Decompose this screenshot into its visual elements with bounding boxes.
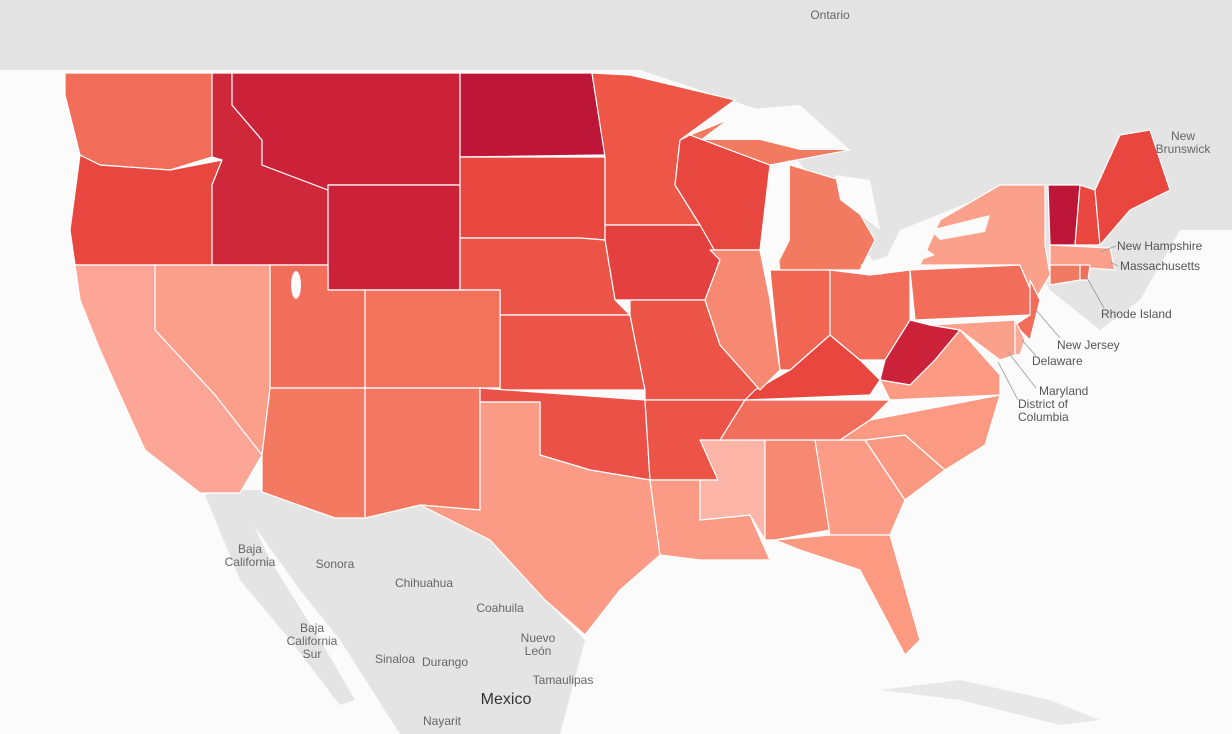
mexico-land [200, 490, 585, 734]
country-label: Mexico [480, 691, 532, 708]
state [419, 401, 661, 636]
state [909, 264, 1036, 321]
state-label: District of Columbia [1018, 397, 1069, 424]
state [69, 154, 223, 266]
region-label: Nayarit [422, 714, 461, 728]
state [499, 314, 646, 391]
state [774, 534, 921, 656]
region-label: Tamaulipas [532, 673, 594, 687]
state [839, 394, 1001, 471]
state [364, 289, 501, 389]
baja-land [205, 495, 355, 705]
region-label: Ontario [810, 8, 850, 22]
leader-line [997, 361, 1019, 401]
region-label: Nuevo León [520, 631, 556, 658]
state [919, 184, 1051, 301]
state [604, 224, 721, 301]
lake [860, 245, 935, 275]
state [1049, 244, 1116, 271]
state-label: New Jersey [1057, 338, 1120, 352]
state [704, 249, 781, 391]
state [327, 184, 461, 291]
state-label: Massachusetts [1120, 259, 1201, 273]
state [719, 399, 891, 441]
state [64, 72, 213, 171]
state [364, 387, 481, 519]
lake [930, 215, 990, 240]
leader-line [1109, 261, 1119, 267]
cuba-land [880, 680, 1100, 725]
state [459, 72, 606, 158]
leader-line [1021, 339, 1037, 357]
state [1079, 264, 1091, 281]
state-label: Rhode Island [1101, 307, 1172, 321]
state [74, 264, 263, 494]
leader-line [1007, 351, 1037, 389]
region-label: Sonora [315, 557, 355, 571]
region-label: Baja California Sur [286, 621, 338, 661]
leader-line [1085, 275, 1105, 309]
leader-line [1099, 245, 1117, 253]
region-label: Sinaloa [374, 652, 416, 666]
lake [768, 160, 790, 270]
great-lakes [291, 105, 990, 299]
leader-lines [997, 245, 1119, 401]
state-label: Delaware [1032, 354, 1083, 368]
state [459, 156, 606, 241]
state [879, 329, 1001, 401]
state [1014, 319, 1026, 356]
region-label: Coahuila [476, 601, 524, 615]
leader-line [1035, 309, 1061, 339]
lake [700, 105, 850, 150]
states [64, 72, 1171, 656]
state [769, 269, 831, 371]
canada-land [0, 0, 1232, 330]
state [1014, 279, 1041, 341]
state-label: Maryland [1039, 384, 1089, 398]
lake [835, 175, 880, 230]
region-label: New Brunswick [1155, 129, 1211, 156]
state [1094, 129, 1171, 246]
region-label: Durango [421, 655, 469, 669]
state [929, 319, 1016, 361]
lake [291, 271, 301, 299]
region-label: Chihuahua [394, 576, 454, 590]
state-label: New Hampshire [1117, 239, 1203, 253]
region-label: Baja California [224, 542, 276, 569]
